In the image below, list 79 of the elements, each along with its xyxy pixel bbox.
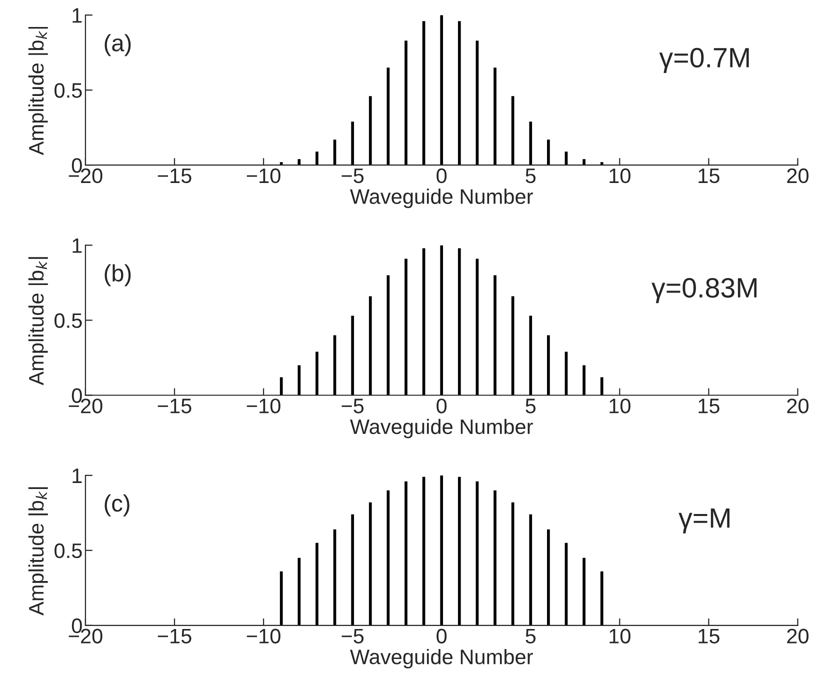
x-tick-label: 10 <box>610 168 630 184</box>
x-tick-label: 0 <box>436 168 447 184</box>
bar <box>280 571 283 626</box>
y-tick-label: 1 <box>72 468 82 483</box>
x-tick-label: 15 <box>698 398 720 414</box>
bar <box>529 514 532 626</box>
x-tick-label: −5 <box>342 628 364 644</box>
x-tick-label: −10 <box>246 628 280 644</box>
annotation: γ=0.83M <box>652 278 757 304</box>
x-tick-label: 0 <box>436 628 447 644</box>
x-tick-label: 20 <box>787 168 808 184</box>
bar <box>458 21 461 166</box>
bar <box>547 529 550 626</box>
bar <box>494 490 496 626</box>
y-axis-title: Amplitude |b$_{k}$| <box>28 257 48 386</box>
y-axis-title: Amplitude |b$_{k}$| <box>28 487 48 616</box>
bar <box>582 159 586 166</box>
annotation: (c) <box>104 494 130 516</box>
x-axis-title: Waveguide Number <box>350 648 533 668</box>
annotation: (b) <box>104 264 131 286</box>
bar <box>351 122 354 166</box>
bar <box>494 275 496 396</box>
x-tick-label: 5 <box>526 628 536 644</box>
x-tick-label: −15 <box>158 168 192 184</box>
x-tick-label: −10 <box>246 398 280 414</box>
x-tick-label: 20 <box>787 628 808 644</box>
x-tick-label: 20 <box>787 398 808 414</box>
bar <box>547 140 550 166</box>
bar <box>368 502 372 626</box>
bar <box>404 258 408 396</box>
x-axis-title: Waveguide Number <box>350 188 533 208</box>
bar <box>582 558 586 626</box>
x-tick-label: 15 <box>698 628 720 644</box>
bar <box>368 96 372 166</box>
annotation: γ=M <box>678 508 730 534</box>
x-tick-label: −5 <box>342 398 364 414</box>
bar <box>280 377 283 396</box>
bar <box>600 571 604 626</box>
bar <box>529 316 532 396</box>
x-tick-label: 15 <box>698 168 720 184</box>
bar <box>298 365 301 396</box>
y-tick-label: 1 <box>72 238 82 253</box>
bar <box>458 248 461 396</box>
x-axis-title: Waveguide Number <box>350 418 533 438</box>
x-tick-label: −10 <box>246 168 280 184</box>
bar <box>600 377 604 396</box>
x-tick-label: 5 <box>526 168 536 184</box>
y-tick-label: 0.5 <box>54 83 82 98</box>
bar <box>440 475 444 626</box>
bar <box>440 15 444 166</box>
x-tick-label: −15 <box>158 628 192 644</box>
y-tick-label: 0.5 <box>54 313 82 328</box>
bar <box>316 152 318 166</box>
y-tick-label: 0.5 <box>54 543 82 558</box>
bar <box>440 245 444 396</box>
bar <box>368 296 372 396</box>
bar <box>298 159 301 166</box>
bar <box>316 352 318 396</box>
bar <box>351 514 354 626</box>
bar <box>458 476 461 626</box>
bar <box>494 68 496 166</box>
x-tick-label: 10 <box>610 398 630 414</box>
x-tick-label: 5 <box>526 398 536 414</box>
bar <box>582 365 586 396</box>
bar <box>351 316 354 396</box>
bar <box>316 542 318 626</box>
annotation: (a) <box>104 34 131 56</box>
x-tick-label: 10 <box>610 628 630 644</box>
bar <box>404 40 408 166</box>
bar <box>547 335 550 396</box>
x-tick-label: 0 <box>436 398 447 414</box>
x-tick-label: −5 <box>342 168 364 184</box>
y-tick-label: 1 <box>72 8 82 23</box>
annotation: γ=0.7M <box>659 48 749 74</box>
x-tick-label: −15 <box>158 398 192 414</box>
bar <box>404 481 408 626</box>
bar <box>298 558 301 626</box>
bar <box>529 122 532 166</box>
y-axis-title: Amplitude |b$_{k}$| <box>28 26 48 156</box>
